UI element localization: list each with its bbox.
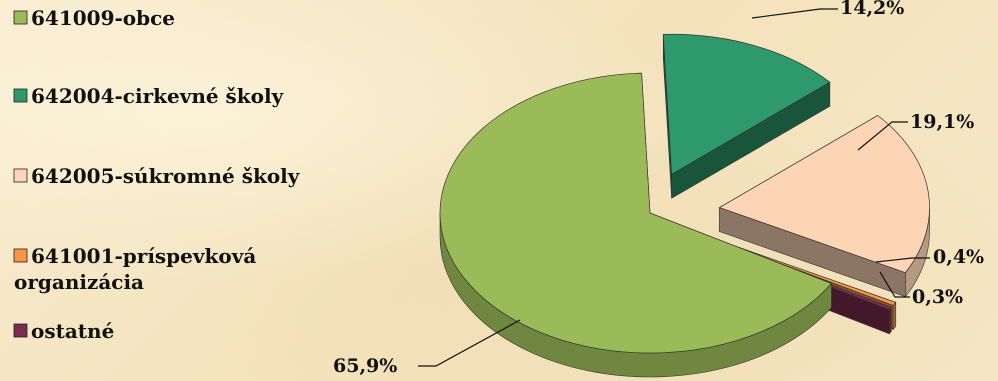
- data-label-text: 19,1%: [910, 111, 974, 133]
- data-label-text: 65,9%: [333, 355, 397, 377]
- legend: 641009-obce 642004-cirkevné školy 642005-s…: [13, 6, 301, 343]
- pie-slice-641009-obce: [439, 72, 833, 378]
- data-labels: 65,9% 14,2% 19,1% 0,4% 0,3%: [333, 0, 984, 377]
- leader-line: [751, 8, 838, 19]
- legend-swatch: [13, 10, 28, 25]
- legend-label: 642004-cirkevné školy: [31, 84, 285, 108]
- pie-slices: [439, 33, 930, 378]
- legend-label: 642005-súkromné školy: [31, 164, 301, 188]
- legend-label: organizácia: [14, 270, 144, 294]
- legend-label: 641001-príspevková: [31, 244, 256, 268]
- legend-item-ostatne: ostatné: [13, 319, 114, 343]
- data-label-text: 0,3%: [912, 286, 963, 308]
- data-label-text: 14,2%: [840, 0, 904, 19]
- pie-slice-642004-cirkevne-skoly: [662, 33, 831, 199]
- legend-swatch: [13, 323, 28, 338]
- leader-line: [418, 319, 521, 367]
- data-label-641009-obce: 65,9%: [333, 319, 521, 377]
- data-label-642004-cirkevne-skoly: 14,2%: [751, 0, 904, 19]
- legend-label: 641009-obce: [31, 6, 175, 30]
- data-label-text: 0,4%: [933, 246, 984, 268]
- data-label-641001-prispevkova-organizacia: 0,4%: [875, 246, 984, 268]
- legend-item-642005-sukromne-skoly: 642005-súkromné školy: [13, 164, 301, 188]
- data-label-642005-sukromne-skoly: 19,1%: [857, 111, 974, 151]
- legend-item-642004-cirkevne-skoly: 642004-cirkevné školy: [13, 84, 285, 108]
- leader-line: [857, 121, 908, 151]
- pie-slice-642005-sukromne-skoly: [718, 114, 930, 298]
- data-label-ostatne: 0,3%: [879, 271, 963, 308]
- legend-swatch: [13, 168, 28, 183]
- leader-line: [875, 257, 930, 263]
- legend-swatch: [13, 88, 28, 103]
- legend-label: ostatné: [31, 319, 114, 343]
- leader-line: [879, 271, 910, 298]
- legend-item-641009-obce: 641009-obce: [13, 6, 175, 30]
- legend-swatch: [13, 248, 28, 263]
